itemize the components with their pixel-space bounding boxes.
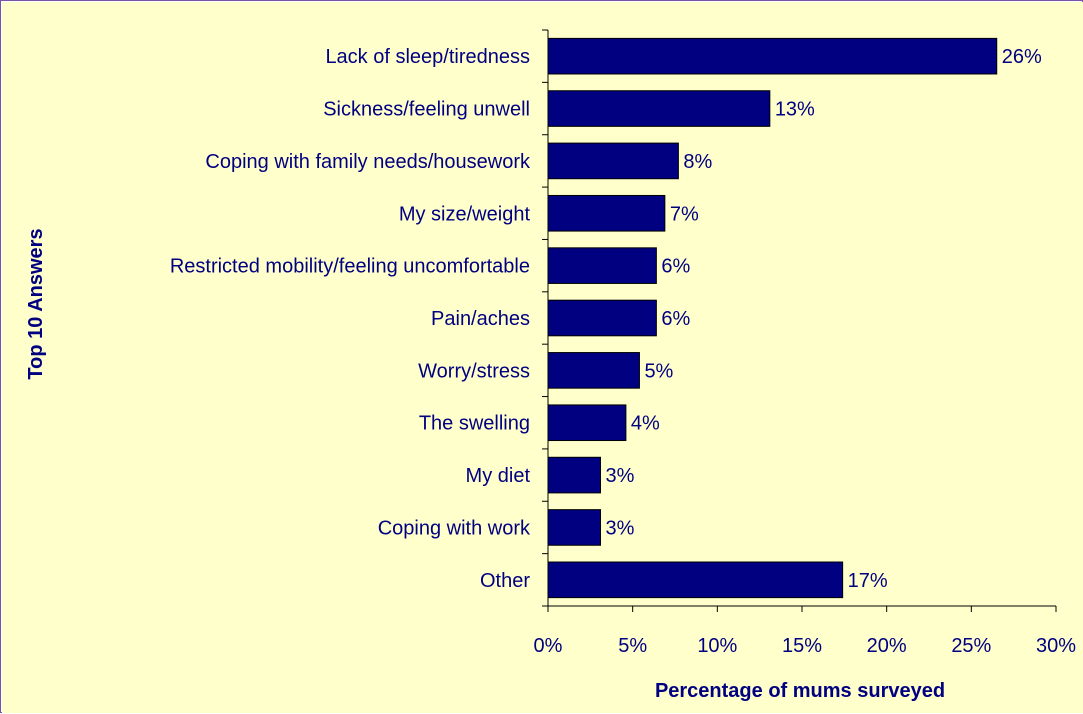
value-label: 6%: [661, 256, 690, 278]
category-label: Lack of sleep/tiredness: [325, 46, 530, 68]
category-label: Pain/aches: [431, 308, 530, 330]
bar-6: [547, 299, 657, 337]
axes-group: [542, 29, 1057, 612]
value-label: 3%: [605, 465, 634, 487]
x-tick-label: 10%: [697, 635, 737, 657]
value-label: 17%: [848, 570, 888, 592]
value-label: 5%: [644, 360, 673, 382]
bar-1: [547, 37, 998, 75]
bar-9: [547, 456, 601, 494]
bar-5: [547, 247, 657, 284]
category-label: Other: [480, 570, 530, 592]
value-label: 4%: [631, 413, 660, 435]
bar-11: [547, 561, 844, 599]
y-axis-title: Top 10 Answers: [25, 228, 47, 379]
value-label: 13%: [775, 99, 815, 121]
x-tick-label: 25%: [951, 635, 991, 657]
x-tick-label: 0%: [534, 635, 563, 657]
value-label: 8%: [683, 151, 712, 173]
category-label: My size/weight: [399, 203, 531, 225]
x-tick-label: 5%: [618, 635, 647, 657]
value-labels-group: 26% 13% 8% 7% 6% 6% 5% 4% 3% 3% 17%: [605, 46, 1041, 592]
bar-4: [547, 194, 666, 232]
category-label: Sickness/feeling unwell: [323, 99, 530, 121]
x-axis-title: Percentage of mums surveyed: [655, 680, 945, 702]
category-label: Coping with family needs/housework: [205, 151, 531, 173]
category-label: Restricted mobility/feeling uncomfortabl…: [170, 256, 530, 278]
value-label: 6%: [661, 308, 690, 330]
category-label: Coping with work: [378, 517, 531, 539]
bar-3: [547, 142, 679, 180]
value-label: 3%: [605, 517, 634, 539]
bar-10: [547, 509, 601, 546]
bar-2: [547, 90, 771, 127]
category-labels-group: Lack of sleep/tiredness Sickness/feeling …: [170, 46, 531, 592]
bar-7: [547, 352, 640, 389]
tick-labels-group: 0% 5% 10% 15% 20% 25% 30%: [534, 635, 1077, 657]
x-tick-label: 30%: [1036, 635, 1076, 657]
value-label: 26%: [1002, 46, 1042, 68]
category-label: The swelling: [419, 413, 530, 435]
x-tick-label: 15%: [782, 635, 822, 657]
category-label: My diet: [466, 465, 531, 487]
x-tick-label: 20%: [867, 635, 907, 657]
value-label: 7%: [670, 203, 699, 225]
bars-group: [547, 37, 998, 599]
bar-8: [547, 404, 627, 442]
category-label: Worry/stress: [418, 360, 530, 382]
